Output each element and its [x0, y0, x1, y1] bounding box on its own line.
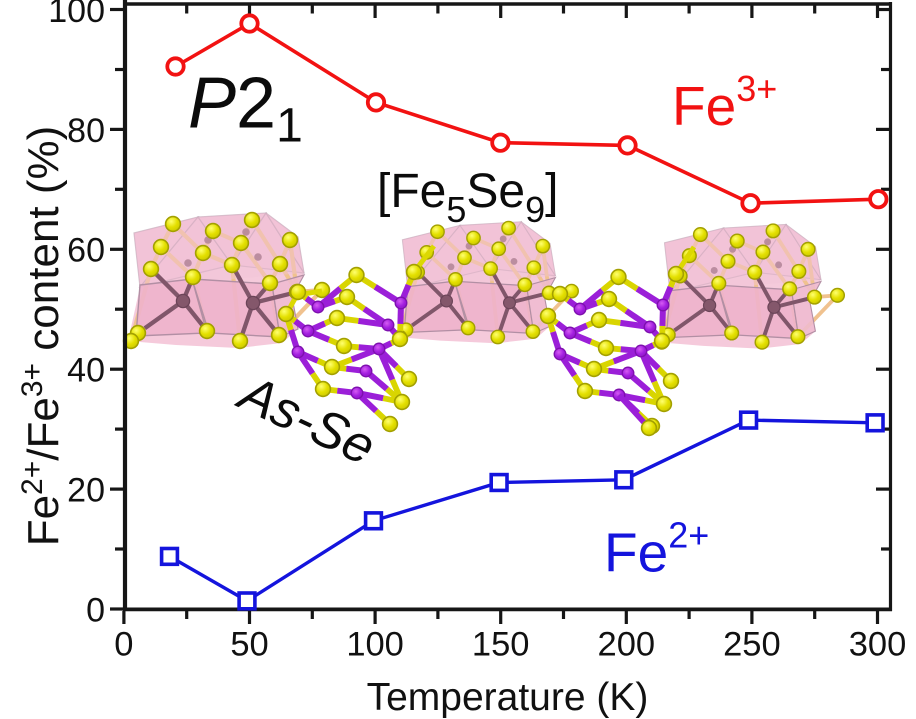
svg-text:Fe2+: Fe2+ — [604, 515, 709, 584]
svg-text:20: 20 — [67, 472, 105, 510]
svg-text:Fe2+/Fe3+ content (%): Fe2+/Fe3+ content (%) — [16, 126, 68, 547]
svg-text:100: 100 — [346, 626, 404, 664]
svg-text:80: 80 — [67, 112, 105, 150]
svg-text:0: 0 — [86, 591, 105, 629]
svg-text:[Fe5Se9]: [Fe5Se9] — [377, 165, 558, 230]
svg-text:Fe3+: Fe3+ — [672, 68, 777, 137]
svg-text:60: 60 — [67, 232, 105, 270]
svg-text:200: 200 — [598, 626, 656, 664]
svg-text:As-Se: As-Se — [228, 363, 384, 477]
svg-text:Temperature (K): Temperature (K) — [367, 676, 649, 719]
svg-text:150: 150 — [472, 626, 530, 664]
svg-text:P21: P21 — [188, 64, 303, 153]
svg-text:50: 50 — [230, 626, 268, 664]
svg-text:250: 250 — [723, 626, 781, 664]
svg-text:300: 300 — [849, 626, 907, 664]
svg-text:0: 0 — [114, 626, 133, 664]
svg-text:100: 100 — [48, 0, 105, 30]
svg-text:40: 40 — [67, 352, 105, 390]
